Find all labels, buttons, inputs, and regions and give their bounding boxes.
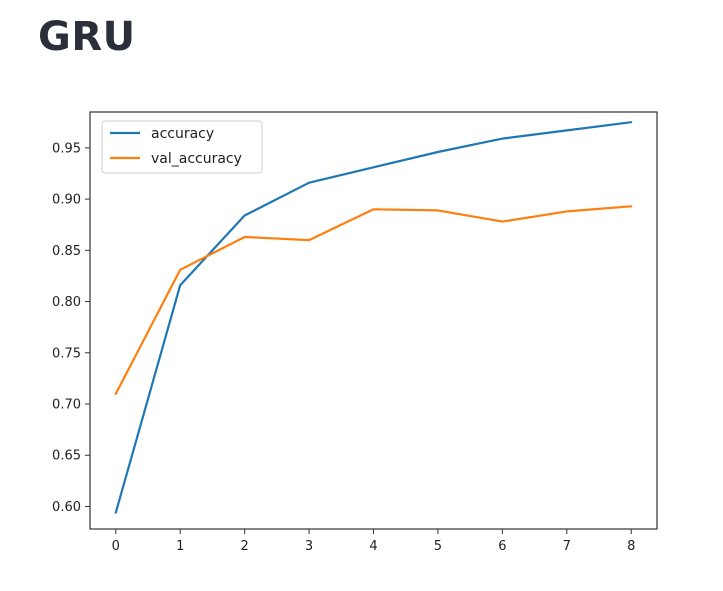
- legend-box: [101, 120, 263, 174]
- x-tick-label: 5: [434, 539, 442, 554]
- plot-frame: [89, 111, 658, 530]
- y-tick-label: 0.95: [52, 141, 81, 156]
- y-tick-label: 0.85: [52, 244, 81, 259]
- y-tick-label: 0.90: [52, 193, 81, 208]
- x-tick-label: 7: [563, 539, 571, 554]
- x-tick-label: 1: [176, 539, 184, 554]
- series-line-accuracy: [114, 121, 633, 514]
- series-line-val-accuracy: [114, 205, 633, 395]
- x-tick-label: 4: [369, 539, 377, 554]
- y-tick-label: 0.65: [52, 449, 81, 464]
- legend: accuracy val_accuracy: [101, 120, 263, 174]
- series-layer: [114, 121, 633, 514]
- page-title: GRU: [38, 14, 136, 60]
- y-axis: 0.60 0.65 0.70 0.75 0.80 0.85 0.90 0.95: [52, 141, 90, 515]
- y-tick-label: 0.75: [52, 346, 81, 361]
- x-tick-label: 6: [498, 539, 506, 554]
- x-tick-label: 2: [240, 539, 248, 554]
- legend-label: accuracy: [151, 126, 214, 142]
- y-tick-label: 0.70: [52, 398, 81, 413]
- x-axis: 0 1 2 3 4 5 6 7 8: [112, 529, 635, 554]
- y-tick-label: 0.80: [52, 295, 81, 310]
- x-tick-label: 3: [305, 539, 313, 554]
- legend-label: val_accuracy: [151, 151, 242, 167]
- x-tick-label: 8: [627, 539, 635, 554]
- x-tick-label: 0: [112, 539, 120, 554]
- y-tick-label: 0.60: [52, 500, 81, 515]
